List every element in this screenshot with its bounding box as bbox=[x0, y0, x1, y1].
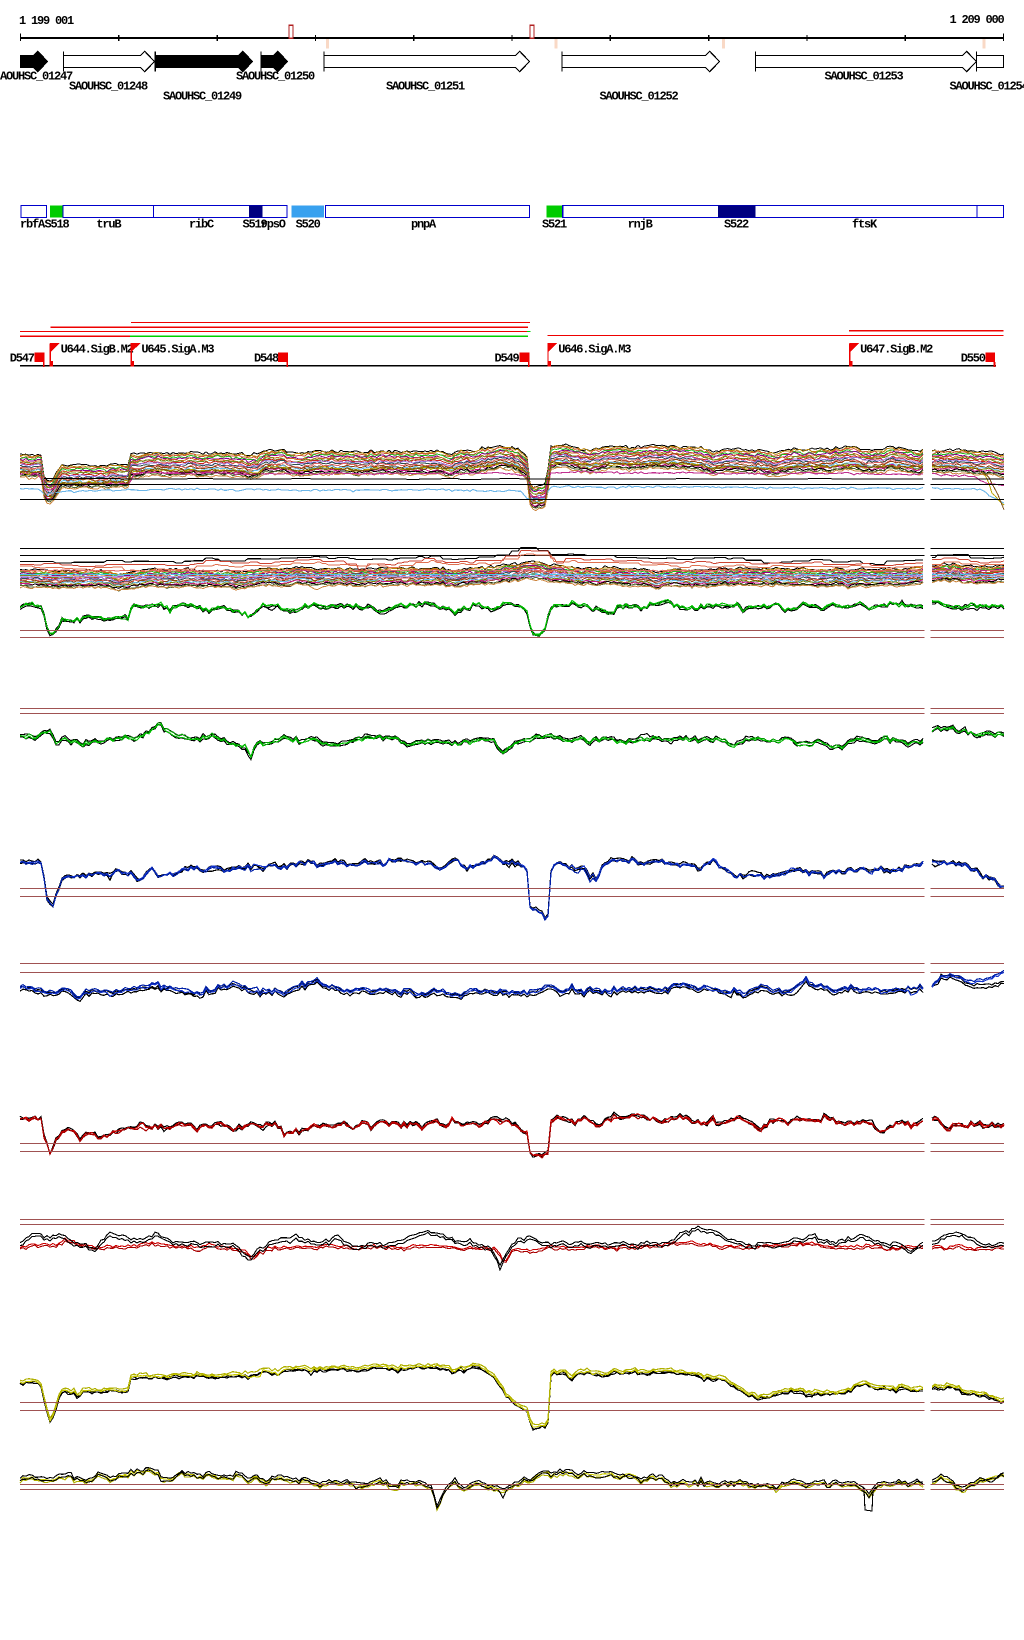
svg-text:S520: S520 bbox=[296, 218, 321, 232]
svg-text:rpsO: rpsO bbox=[261, 218, 286, 232]
svg-text:SAOUHSC_01249: SAOUHSC_01249 bbox=[163, 90, 242, 104]
svg-text:S519: S519 bbox=[243, 218, 268, 232]
svg-text:SAOUHSC_01251: SAOUHSC_01251 bbox=[386, 80, 465, 94]
svg-text:AOUHSC_01247: AOUHSC_01247 bbox=[0, 70, 73, 84]
svg-text:D549: D549 bbox=[495, 352, 520, 366]
svg-text:SAOUHSC_01254: SAOUHSC_01254 bbox=[950, 80, 1024, 94]
svg-text:SAOUHSC_01250: SAOUHSC_01250 bbox=[236, 70, 315, 84]
svg-text:ftsK: ftsK bbox=[852, 218, 878, 232]
svg-text:U645.SigA.M3: U645.SigA.M3 bbox=[141, 343, 214, 357]
svg-text:1 209 000: 1 209 000 bbox=[950, 13, 1005, 27]
svg-text:SAOUHSC_01253: SAOUHSC_01253 bbox=[825, 70, 904, 84]
svg-text:D548: D548 bbox=[254, 352, 279, 366]
svg-text:U646.SigA.M3: U646.SigA.M3 bbox=[558, 343, 631, 357]
svg-text:SAOUHSC_01252: SAOUHSC_01252 bbox=[600, 90, 679, 104]
svg-text:D547: D547 bbox=[10, 352, 35, 366]
svg-text:D550: D550 bbox=[961, 352, 986, 366]
svg-text:rbfA: rbfA bbox=[20, 218, 46, 232]
svg-text:ribC: ribC bbox=[189, 218, 214, 232]
svg-text:S521: S521 bbox=[542, 218, 567, 232]
svg-text:pnpA: pnpA bbox=[411, 218, 437, 232]
svg-text:SAOUHSC_01248: SAOUHSC_01248 bbox=[69, 80, 148, 94]
svg-text:U647.SigB.M2: U647.SigB.M2 bbox=[860, 343, 933, 357]
svg-text:rnjB: rnjB bbox=[628, 218, 653, 232]
svg-text:truB: truB bbox=[96, 218, 121, 232]
svg-text:U644.SigB.M2: U644.SigB.M2 bbox=[61, 343, 134, 357]
svg-text:S522: S522 bbox=[724, 218, 749, 232]
svg-text:1 199 001: 1 199 001 bbox=[19, 14, 74, 28]
svg-text:S518: S518 bbox=[45, 218, 70, 232]
